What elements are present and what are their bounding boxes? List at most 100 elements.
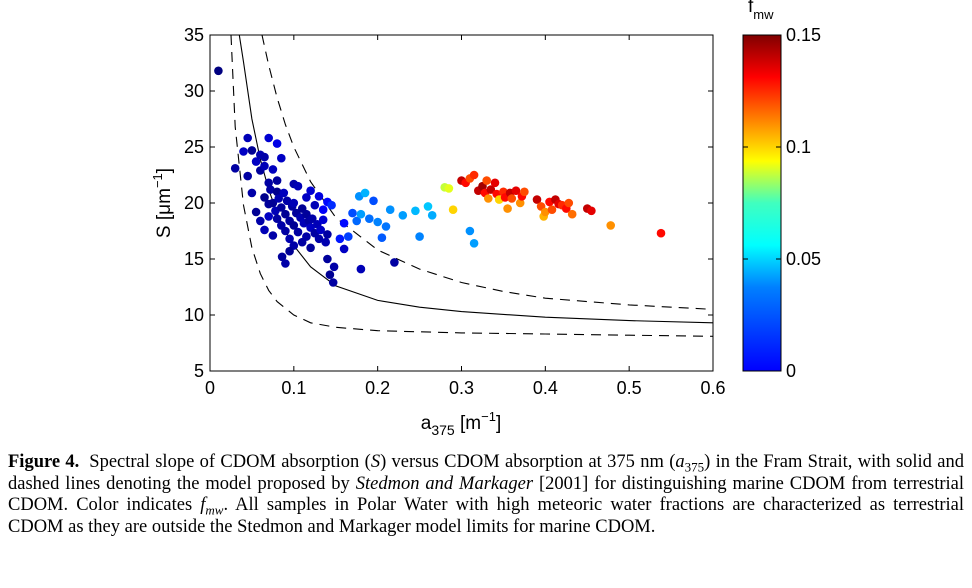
- colorbar-tick-label: 0: [786, 361, 796, 381]
- y-tick-label: 25: [184, 137, 204, 157]
- data-point: [398, 211, 408, 220]
- caption-fragment: ) in the Fram Strait, with solid and das…: [8, 452, 964, 494]
- colorbar: [742, 34, 782, 372]
- data-point: [306, 186, 315, 195]
- data-point: [365, 214, 374, 223]
- data-point: [356, 209, 366, 219]
- y-axis-ticks: 5 10 15 20 25 30 35: [184, 25, 713, 381]
- data-point: [448, 205, 458, 214]
- data-point: [260, 225, 269, 235]
- caption-fragment: a: [675, 452, 685, 472]
- data-point: [239, 147, 248, 156]
- data-point: [272, 176, 282, 185]
- data-point: [469, 170, 479, 180]
- data-point: [423, 202, 433, 211]
- caption-fragment: [2001] for distinguishing marine CDOM fr…: [8, 473, 965, 516]
- model-line-upper-dashed: [261, 35, 713, 310]
- data-point: [293, 181, 303, 191]
- data-point: [243, 171, 252, 181]
- data-point: [260, 152, 269, 162]
- data-point: [277, 153, 286, 163]
- model-line-solid: [238, 35, 713, 324]
- data-point: [293, 227, 303, 237]
- data-point: [339, 244, 349, 254]
- data-point: [321, 237, 331, 247]
- data-point: [289, 198, 299, 208]
- data-point: [507, 194, 517, 203]
- data-point: [251, 207, 261, 217]
- data-point: [339, 218, 349, 228]
- y-tick-label: 15: [184, 249, 204, 269]
- data-point: [255, 216, 265, 226]
- data-point: [268, 198, 278, 208]
- y-tick-label: 30: [184, 81, 204, 101]
- data-point: [335, 234, 345, 244]
- caption-fragment: mw: [205, 502, 224, 518]
- data-point: [306, 243, 315, 253]
- data-point: [490, 178, 500, 188]
- x-tick-label: 0: [205, 378, 215, 398]
- data-point: [329, 262, 339, 272]
- x-tick-label: 0.4: [533, 378, 558, 398]
- data-point: [323, 230, 332, 239]
- data-point: [314, 234, 324, 244]
- data-point: [289, 221, 299, 230]
- x-axis-ticks: 0 0.1 0.2 0.3 0.4 0.5 0.6: [205, 35, 726, 398]
- colorbar-tick-label: 0.05: [786, 249, 821, 269]
- data-point: [281, 226, 290, 236]
- data-point: [282, 196, 292, 206]
- colorbar-label: fmw: [748, 0, 774, 22]
- data-point: [314, 192, 324, 201]
- x-tick-label: 0.3: [449, 378, 474, 398]
- data-point: [277, 203, 286, 212]
- data-point: [327, 200, 336, 210]
- y-tick-label: 35: [184, 25, 204, 45]
- data-point: [285, 234, 294, 244]
- data-points: [214, 66, 666, 287]
- data-point: [260, 193, 269, 202]
- data-point: [302, 209, 311, 219]
- data-point: [272, 214, 282, 223]
- data-point: [285, 246, 294, 256]
- data-point: [411, 206, 420, 216]
- data-point: [656, 228, 666, 238]
- scatter-figure: 0 0.1 0.2 0.3 0.4 0.5 0.6 5 10 15 20 25 30 35 a375 […: [150, 0, 821, 438]
- data-point: [541, 207, 550, 217]
- data-point: [268, 165, 278, 174]
- data-point: [515, 198, 525, 208]
- data-point: [243, 133, 252, 143]
- data-point: [482, 176, 492, 185]
- data-point: [511, 186, 521, 195]
- x-tick-label: 0.2: [365, 378, 390, 398]
- x-tick-label: 0.6: [700, 378, 725, 398]
- data-point: [328, 278, 338, 287]
- data-point: [564, 198, 574, 208]
- x-tick-label: 0.5: [617, 378, 642, 398]
- data-point: [302, 193, 311, 202]
- data-point: [214, 66, 223, 76]
- data-point: [264, 212, 274, 221]
- data-point: [567, 209, 577, 219]
- data-point: [385, 205, 395, 214]
- data-point: [316, 225, 326, 235]
- data-point: [281, 259, 290, 268]
- data-point: [547, 205, 557, 214]
- caption-fragment: f: [200, 495, 206, 515]
- data-point: [415, 232, 424, 241]
- data-point: [318, 215, 328, 225]
- data-point: [606, 221, 615, 230]
- x-axis-label: a375 [m−1]: [421, 409, 501, 438]
- y-tick-label: 20: [184, 193, 204, 213]
- caption-fragment: ) versus CDOM absorption at 375 nm (: [380, 452, 676, 472]
- data-point: [486, 185, 496, 194]
- caption-label: Figure 4.: [8, 452, 80, 472]
- data-point: [272, 187, 282, 197]
- data-point: [247, 188, 257, 198]
- data-point: [302, 232, 311, 241]
- y-axis-label: S [μm−1]: [150, 168, 175, 238]
- data-point: [465, 226, 475, 236]
- data-point: [247, 146, 257, 155]
- data-point: [325, 270, 335, 280]
- colorbar-ticks: 0 0.05 0.1 0.15: [743, 25, 821, 381]
- caption-fragment: Spectral slope of CDOM absorption (: [89, 452, 371, 472]
